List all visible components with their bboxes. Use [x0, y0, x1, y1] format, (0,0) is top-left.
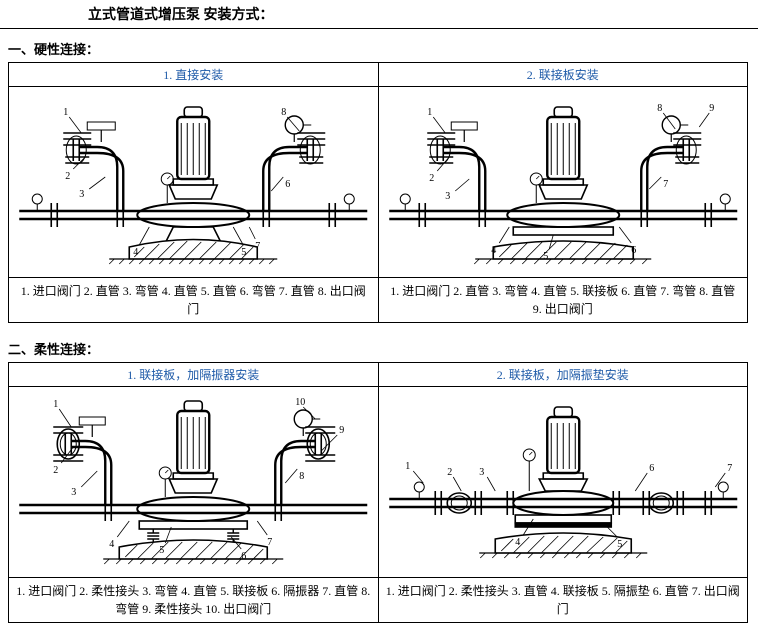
page-title-rest: 安装方式：	[200, 8, 274, 23]
svg-text:1: 1	[63, 107, 68, 118]
svg-text:9: 9	[709, 103, 714, 114]
page-title: 立式管道式增压泵 安装方式：	[0, 0, 758, 28]
diagram-2-1: 1 2 3 4 5 6 7 8 9 10	[9, 387, 379, 578]
diagram-svg-2-2: 1 2 3 4 5 6 7	[379, 387, 748, 577]
diagram-svg-1-1: 1 2 3 4 5 6 7 8	[9, 87, 378, 277]
svg-text:2: 2	[447, 467, 452, 478]
section-2-table: 1. 联接板，加隔振器安装 2. 联接板，加隔振垫安装	[8, 362, 748, 623]
cell-title-2-1: 1. 联接板，加隔振器安装	[9, 363, 378, 386]
diagram-svg-2-1: 1 2 3 4 5 6 7 8 9 10	[9, 387, 378, 577]
section-1-table: 1. 直接安装 2. 联接板安装	[8, 62, 748, 323]
svg-text:7: 7	[663, 179, 668, 190]
svg-text:6: 6	[285, 179, 290, 190]
svg-text:7: 7	[267, 537, 272, 548]
cell-title-2-2: 2. 联接板，加隔振垫安装	[379, 363, 748, 386]
svg-text:6: 6	[241, 551, 246, 562]
svg-text:6: 6	[631, 245, 636, 256]
svg-text:3: 3	[79, 189, 84, 200]
svg-text:8: 8	[657, 103, 662, 114]
diagram-2-2: 1 2 3 4 5 6 7	[378, 387, 748, 578]
section-2-header: 二、柔性连接：	[0, 335, 758, 362]
svg-text:2: 2	[65, 171, 70, 182]
cell-title-1-1: 1. 直接安装	[9, 63, 378, 86]
title-underline	[0, 28, 758, 29]
svg-text:4: 4	[491, 245, 496, 256]
svg-text:3: 3	[71, 487, 76, 498]
svg-text:1: 1	[53, 399, 58, 410]
diagram-1-2: 1 2 3 4 5 6 7 8 9	[378, 87, 748, 278]
svg-text:1: 1	[405, 461, 410, 472]
svg-text:6: 6	[649, 463, 654, 474]
svg-text:4: 4	[133, 247, 138, 258]
caption-1-2: 1. 进口阀门 2. 直管 3. 弯管 4. 直管 5. 联接板 6. 直管 7…	[378, 278, 748, 323]
svg-text:10: 10	[295, 397, 305, 408]
svg-text:3: 3	[445, 191, 450, 202]
cell-title-1-2: 2. 联接板安装	[379, 63, 748, 86]
caption-2-2: 1. 进口阀门 2. 柔性接头 3. 直管 4. 联接板 5. 隔振垫 6. 直…	[378, 578, 748, 623]
svg-text:5: 5	[241, 247, 246, 258]
svg-text:3: 3	[479, 467, 484, 478]
svg-text:8: 8	[299, 471, 304, 482]
diagram-svg-1-2: 1 2 3 4 5 6 7 8 9	[379, 87, 748, 277]
svg-text:5: 5	[543, 251, 548, 262]
svg-text:1: 1	[427, 107, 432, 118]
svg-text:7: 7	[255, 241, 260, 252]
svg-text:7: 7	[727, 463, 732, 474]
caption-2-1: 1. 进口阀门 2. 柔性接头 3. 弯管 4. 直管 5. 联接板 6. 隔振…	[9, 578, 379, 623]
svg-text:2: 2	[429, 173, 434, 184]
page-title-bold: 立式管道式增压泵	[88, 8, 200, 23]
svg-text:5: 5	[159, 545, 164, 556]
svg-text:8: 8	[281, 107, 286, 118]
diagram-1-1: 1 2 3 4 5 6 7 8	[9, 87, 379, 278]
svg-text:4: 4	[515, 537, 520, 548]
svg-text:2: 2	[53, 465, 58, 476]
svg-text:4: 4	[109, 539, 114, 550]
section-1-header: 一、硬性连接：	[0, 35, 758, 62]
svg-text:5: 5	[617, 539, 622, 550]
caption-1-1: 1. 进口阀门 2. 直管 3. 弯管 4. 直管 5. 直管 6. 弯管 7.…	[9, 278, 379, 323]
svg-text:9: 9	[339, 425, 344, 436]
